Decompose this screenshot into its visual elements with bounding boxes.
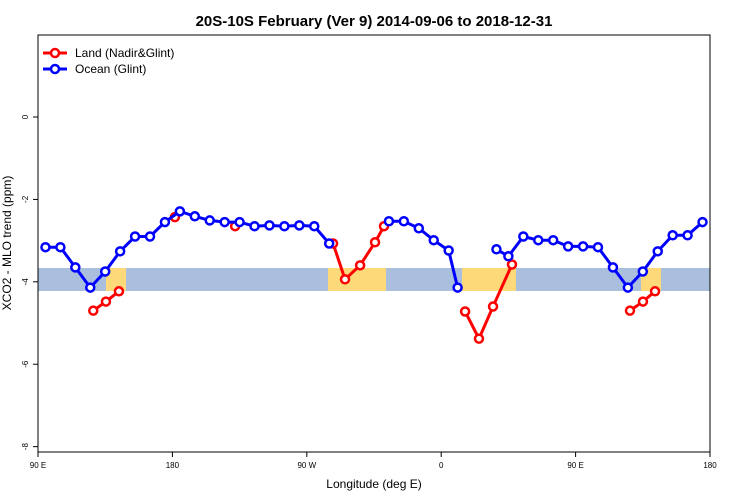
x-tick-label: 90 E [30, 461, 46, 470]
series-point [443, 245, 454, 256]
series-point [85, 282, 96, 293]
series-point [652, 246, 663, 257]
series-point [577, 241, 589, 252]
x-tick-label: 90 W [297, 461, 316, 470]
series-point [264, 220, 275, 231]
series-point [547, 234, 559, 246]
series-point [491, 244, 502, 255]
series-point [398, 215, 410, 227]
legend-marker [49, 63, 61, 75]
series-point [503, 251, 514, 262]
y-tick-label: 0 [21, 114, 30, 119]
land-strip [328, 268, 386, 291]
series-point [99, 266, 111, 277]
series-point [624, 305, 636, 316]
series-point [309, 220, 320, 232]
y-tick-label: -6 [21, 360, 30, 368]
series-point [129, 231, 141, 242]
series-point [649, 286, 661, 297]
series-point [55, 241, 66, 253]
series-point [189, 211, 201, 222]
legend-marker [49, 47, 61, 59]
surface-strip [38, 268, 710, 291]
series-point [667, 230, 678, 241]
series-point [473, 333, 485, 344]
series-point [459, 306, 471, 317]
series-point [354, 260, 366, 271]
x-tick-label: 180 [703, 461, 717, 470]
series-point [100, 296, 112, 307]
series-point [697, 216, 708, 228]
series-point [682, 230, 693, 241]
series-point [159, 216, 171, 228]
y-axis-label: XCO2 - MLO trend (ppm) [0, 176, 14, 311]
series-point [533, 234, 544, 246]
series-point [114, 246, 126, 257]
series-point [607, 262, 619, 273]
legend-label: Land (Nadir&Glint) [75, 46, 174, 60]
series-point [506, 259, 518, 270]
series-point [487, 301, 499, 312]
series-point [637, 266, 649, 277]
series-point [323, 238, 335, 249]
series-point [204, 215, 215, 226]
y-tick-label: -8 [21, 443, 30, 451]
series-point [88, 305, 99, 316]
land-strip [106, 268, 126, 291]
chart-title: 20S-10S February (Ver 9) 2014-09-06 to 2… [196, 13, 553, 30]
series-point [383, 215, 395, 227]
series-point [562, 241, 574, 252]
series-point [592, 241, 604, 253]
legend-label: Ocean (Glint) [75, 62, 146, 76]
series-point [637, 296, 649, 307]
series-point [413, 223, 425, 234]
series-point [452, 282, 463, 293]
series-point [249, 220, 260, 232]
series-point [113, 286, 125, 297]
series-point [518, 231, 529, 242]
x-tick-label: 180 [166, 461, 180, 470]
series-point [279, 220, 290, 232]
series-point [174, 206, 186, 217]
x-tick-label: 90 E [567, 461, 583, 470]
series-point [294, 220, 305, 231]
series-point [40, 241, 51, 253]
series-point [144, 231, 156, 242]
series-point [234, 216, 245, 228]
plot-frame [37, 34, 711, 453]
y-tick-label: -2 [21, 195, 30, 203]
y-tick-label: -4 [21, 278, 30, 286]
series-point [369, 237, 381, 248]
series-point [70, 262, 81, 273]
series-point [622, 282, 634, 293]
series-point [219, 216, 230, 228]
series-point [339, 274, 351, 285]
x-axis-label: Longitude (deg E) [326, 477, 421, 491]
series-point [428, 234, 439, 246]
x-tick-label: 0 [439, 461, 444, 470]
